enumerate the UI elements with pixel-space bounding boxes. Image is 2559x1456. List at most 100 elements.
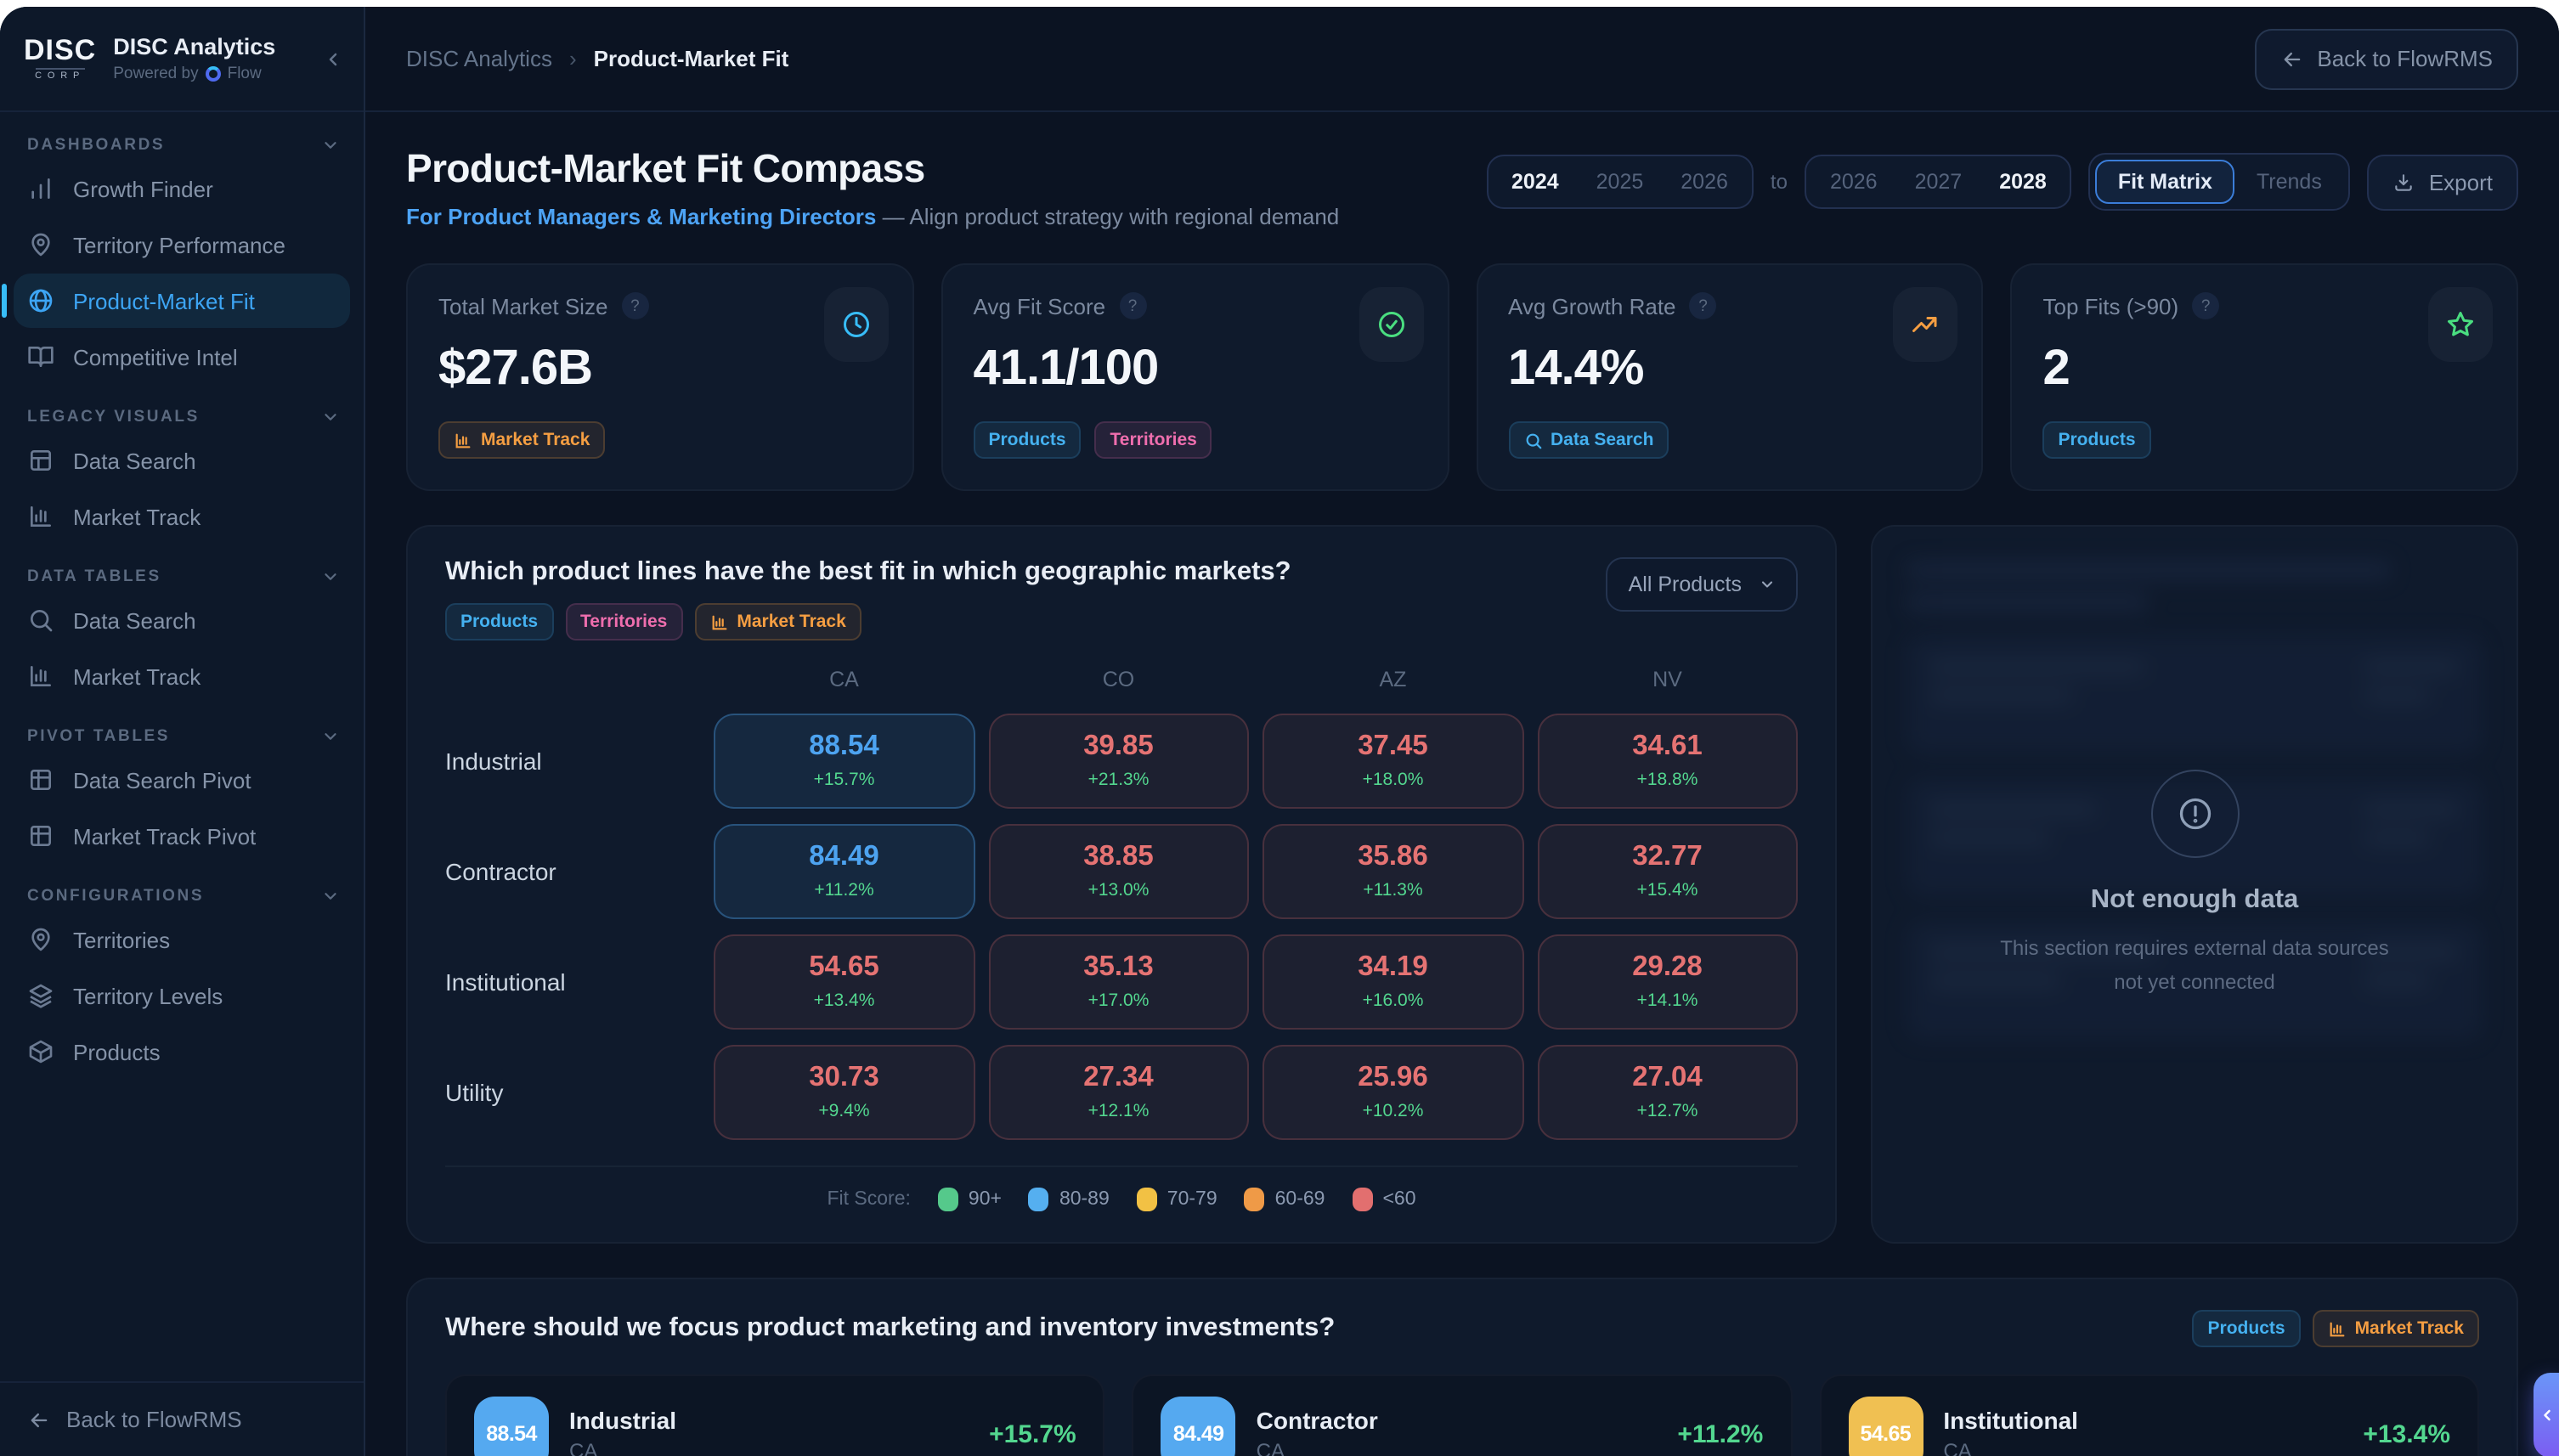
kpi-avg-growth-rate: Avg Growth Rate ? 14.4% Data Search [1476,263,1984,491]
kpi-label: Avg Growth Rate [1508,293,1676,319]
disc-corp-logo: DISC CORP [24,36,96,82]
year-end-2026[interactable]: 2026 [1811,161,1896,202]
clock-icon [823,287,889,362]
sidebar-item-market-track-visual[interactable]: Market Track [14,489,350,544]
sidebar-item-territory-performance[interactable]: Territory Performance [14,217,350,272]
sidebar-item-competitive-intel[interactable]: Competitive Intel [14,330,350,384]
sidebar-item-data-search-pivot[interactable]: Data Search Pivot [14,753,350,807]
audience-link[interactable]: For Product Managers & Marketing Directo… [406,204,877,229]
sidebar-title-block: DISC Analytics Powered by Flow [113,34,306,83]
focus-section-card: Where should we focus product marketing … [406,1278,2518,1456]
sidebar-collapse-button[interactable] [323,48,343,69]
matrix-cell-industrial-ca[interactable]: 88.54 +15.7% [714,714,974,809]
year-end-2028[interactable]: 2028 [1980,161,2065,202]
sidebar-item-product-market-fit[interactable]: Product-Market Fit [2,274,350,328]
growth-delta: +11.2% [1677,1419,1764,1448]
sidebar-item-market-track-pivot[interactable]: Market Track Pivot [14,809,350,863]
sidebar-item-label: Territories [73,927,171,952]
tag-market-track[interactable]: Market Track [2312,1310,2479,1347]
sidebar-item-label: Competitive Intel [73,344,238,370]
sidebar-item-growth-finder[interactable]: Growth Finder [14,161,350,216]
sidebar-section-legacy-visuals[interactable]: LEGACY VISUALS [27,408,340,426]
tag-territories[interactable]: Territories [1094,421,1212,459]
matrix-cell-industrial-az[interactable]: 37.45 +18.0% [1263,714,1523,809]
year-end-group: 2026 2027 2028 [1804,155,2072,209]
chevron-left-icon [2538,1407,2555,1424]
product-filter-dropdown[interactable]: All Products [1606,557,1798,612]
sidebar-item-market-track-table[interactable]: Market Track [14,649,350,703]
matrix-cell-contractor-az[interactable]: 35.86 +11.3% [1263,824,1523,919]
matrix-cell-institutional-az[interactable]: 34.19 +16.0% [1263,934,1523,1030]
sidebar-item-data-search-visual[interactable]: Data Search [14,433,350,488]
matrix-cell-contractor-co[interactable]: 38.85 +13.0% [988,824,1249,919]
sidebar-item-territories[interactable]: Territories [14,912,350,967]
matrix-cell-contractor-ca[interactable]: 84.49 +11.2% [714,824,974,919]
focus-cards-row: 88.54 Industrial CA +15.7% 84.49 Contrac… [445,1374,2479,1456]
focus-card-institutional[interactable]: 54.65 Institutional CA +13.4% [1819,1374,2479,1456]
help-icon[interactable]: ? [1119,292,1147,319]
matrix-cell-contractor-nv[interactable]: 32.77 +15.4% [1537,824,1798,919]
download-icon [2393,171,2415,193]
sidebar-item-data-search-table[interactable]: Data Search [14,593,350,647]
side-panel-toggle[interactable] [2534,1373,2559,1456]
help-icon[interactable]: ? [1689,292,1717,319]
breadcrumb-root[interactable]: DISC Analytics [406,46,552,71]
sidebar-item-label: Data Search [73,607,196,633]
matrix-cell-utility-co[interactable]: 27.34 +12.1% [988,1045,1249,1140]
sidebar-back-to-flowrms[interactable]: Back to FlowRMS [0,1381,364,1456]
sidebar-nav: DASHBOARDS Growth Finder Territory Perfo… [0,112,364,1381]
layers-icon [27,982,56,1009]
tag-products[interactable]: Products [445,603,554,641]
sidebar-section-dashboards[interactable]: DASHBOARDS [27,136,340,155]
matrix-cell-utility-ca[interactable]: 30.73 +9.4% [714,1045,974,1140]
top-header: DISC Analytics › Product-Market Fit Back… [365,7,2559,112]
tag-label: Market Track [737,612,846,632]
sidebar-item-territory-levels[interactable]: Territory Levels [14,968,350,1023]
growth-delta: +15.7% [989,1419,1076,1448]
help-icon[interactable]: ? [621,292,649,319]
tag-label: Market Track [481,430,590,450]
breadcrumb-current: Product-Market Fit [593,46,789,71]
growth-delta: +13.4% [2363,1419,2450,1448]
fit-matrix-table: CA CO AZ NV Industrial 88.54 +15.7% 39.85… [445,668,1798,1140]
legend-swatch-green [937,1188,958,1211]
kpi-total-market-size: Total Market Size ? $27.6B Market Track [406,263,914,491]
focus-card-contractor[interactable]: 84.49 Contractor CA +11.2% [1132,1374,1793,1456]
year-start-2026[interactable]: 2026 [1662,161,1747,202]
matrix-cell-institutional-ca[interactable]: 54.65 +13.4% [714,934,974,1030]
check-circle-icon [1359,287,1423,362]
tag-market-track[interactable]: Market Track [438,421,606,459]
sidebar-section-configurations[interactable]: CONFIGURATIONS [27,887,340,906]
sidebar-section-data-tables[interactable]: DATA TABLES [27,567,340,586]
view-toggle-trends[interactable]: Trends [2234,160,2344,204]
tag-territories[interactable]: Territories [565,603,683,641]
tag-products[interactable]: Products [973,421,1082,459]
matrix-cell-utility-nv[interactable]: 27.04 +12.7% [1537,1045,1798,1140]
help-icon[interactable]: ? [2192,292,2220,319]
year-start-2024[interactable]: 2024 [1493,161,1578,202]
map-pin-icon [27,926,56,953]
matrix-cell-institutional-co[interactable]: 35.13 +17.0% [988,934,1249,1030]
corner-cell [445,668,700,698]
empty-state-message: This section requires external data sour… [2000,935,2389,993]
tag-market-track[interactable]: Market Track [694,603,861,641]
kpi-row: Total Market Size ? $27.6B Market Track [406,263,2518,491]
tag-products[interactable]: Products [2192,1310,2301,1347]
matrix-cell-utility-az[interactable]: 25.96 +10.2% [1263,1045,1523,1140]
export-button[interactable]: Export [2367,154,2518,210]
sidebar-section-pivot-tables[interactable]: PIVOT TABLES [27,727,340,746]
tag-data-search[interactable]: Data Search [1508,421,1669,459]
matrix-cell-industrial-nv[interactable]: 34.61 +18.8% [1537,714,1798,809]
sidebar-item-products[interactable]: Products [14,1024,350,1079]
powered-by: Powered by Flow [113,65,306,83]
blurred-placeholder-content [1873,527,2517,1074]
tag-products[interactable]: Products [2042,421,2151,459]
year-end-2027[interactable]: 2027 [1896,161,1981,202]
back-to-flowrms-button[interactable]: Back to FlowRMS [2254,28,2518,89]
matrix-cell-institutional-nv[interactable]: 29.28 +14.1% [1537,934,1798,1030]
kpi-label: Total Market Size [438,293,608,319]
view-toggle-fit-matrix[interactable]: Fit Matrix [2095,160,2234,204]
focus-card-industrial[interactable]: 88.54 Industrial CA +15.7% [445,1374,1105,1456]
year-start-2025[interactable]: 2025 [1578,161,1663,202]
matrix-cell-industrial-co[interactable]: 39.85 +21.3% [988,714,1249,809]
